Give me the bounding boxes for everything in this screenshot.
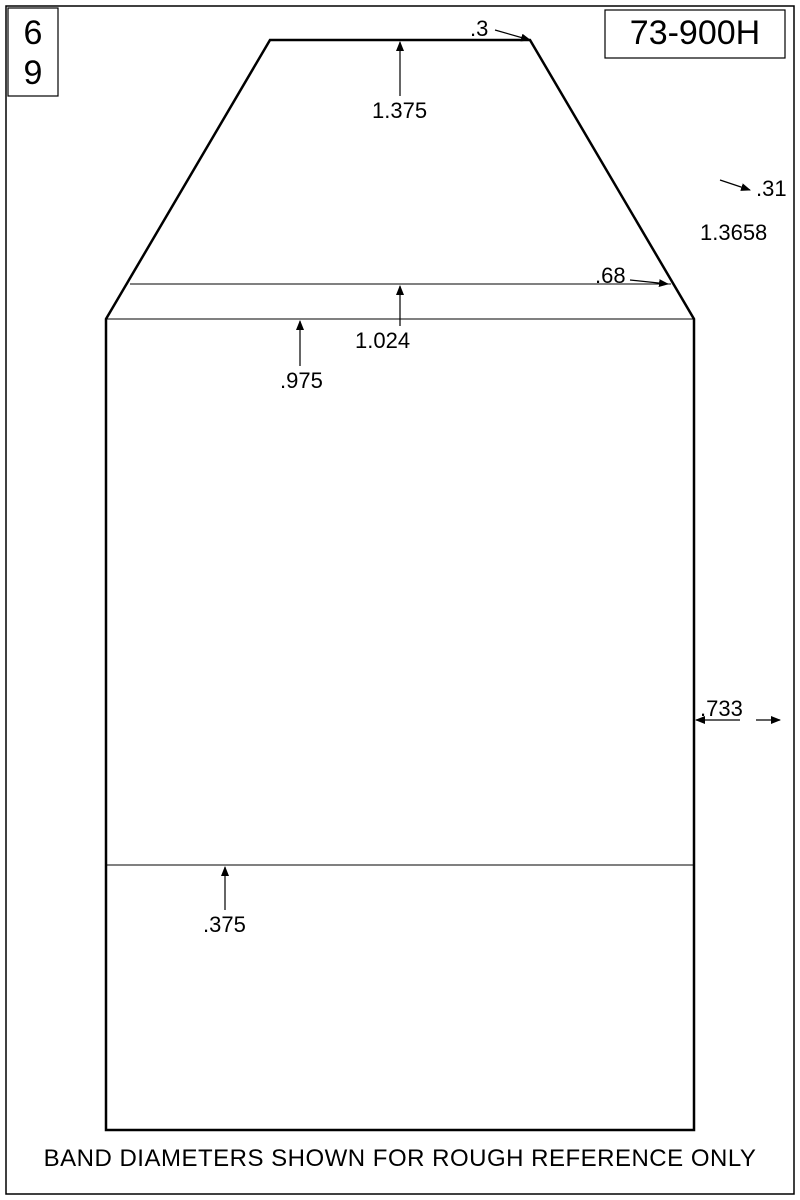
index-line1: 6 — [24, 14, 43, 52]
index-line2: 9 — [24, 54, 43, 92]
top_width-label: .3 — [470, 16, 488, 41]
slant_31-label: .31 — [756, 176, 787, 201]
vert_975-label: .975 — [280, 368, 323, 393]
footer-note: BAND DIAMETERS SHOWN FOR ROUGH REFERENCE… — [44, 1145, 757, 1172]
right_733-label: .733 — [700, 696, 743, 721]
page-frame — [6, 6, 794, 1194]
vert_1_024-label: 1.024 — [355, 328, 410, 353]
technical-drawing: 69 73-900H .3 1.375 .31 1.3658 .68 1.024 .975 .73… — [0, 0, 800, 1200]
vert_375-label: .375 — [203, 912, 246, 937]
vert_1_375-label: 1.375 — [372, 98, 427, 123]
slant_len-label: 1.3658 — [700, 220, 767, 245]
dim_68-label: .68 — [595, 263, 626, 288]
part-number: 73-900H — [630, 14, 760, 52]
